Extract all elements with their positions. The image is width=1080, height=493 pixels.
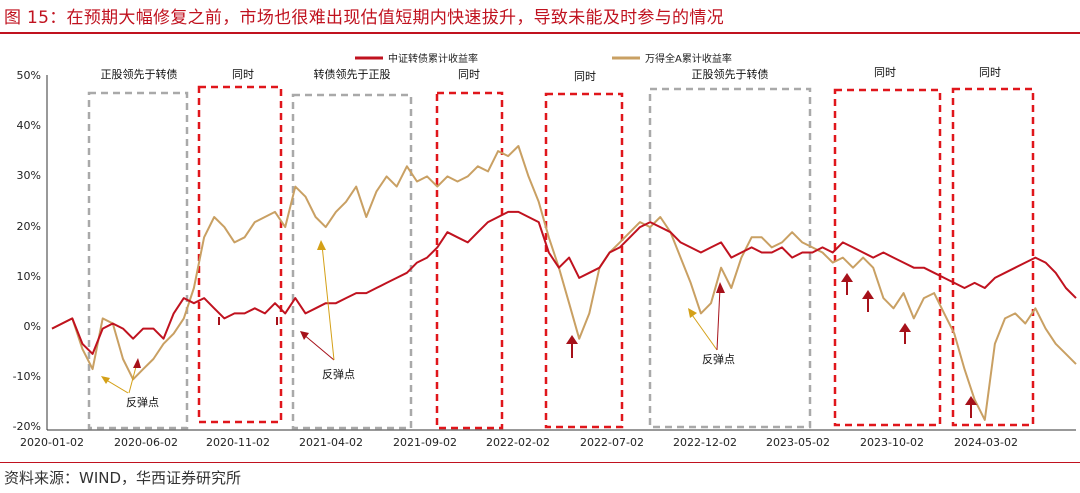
up-arrowhead [566,335,578,344]
up-arrowhead [862,290,874,299]
box-label: 正股领先于转债 [101,67,178,81]
arrow-rebound-3b [716,287,721,351]
box-sync-3 [544,92,624,429]
box-label: 转债领先于正股 [314,67,391,81]
arrowhead-gold [317,240,326,250]
x-axis: 2020-01-02 2020-06-02 2020-11-02 2021-04… [20,429,1076,449]
arrowhead-gold [688,308,697,318]
arrow-rebound-3 [689,311,718,351]
x-tick-label: 2023-10-02 [860,436,924,449]
x-tick-label: 2024-03-02 [954,436,1018,449]
legend-label-convertible: 中证转债累计收益率 [388,52,478,65]
x-tick-label: 2020-01-02 [20,436,84,449]
box-sync-1 [197,85,283,424]
highlight-boxes: 正股领先于转债 同时 转债领先于正股 同时 同时 正股领先于转债 同时 同时 [87,66,1035,430]
box-sync-4 [833,88,942,427]
arrowhead-red [133,358,141,368]
rebound-label: 反弹点 [702,352,735,366]
y-tick-label: -10% [13,370,41,383]
legend-label-wind-a: 万得全A累计收益率 [645,52,732,65]
legend: 中证转债累计收益率 万得全A累计收益率 [355,52,732,65]
box-label: 正股领先于转债 [692,67,769,81]
up-arrowhead [965,396,977,405]
title-divider [0,32,1080,34]
x-tick-label: 2020-11-02 [206,436,270,449]
box-sync-2 [435,91,504,430]
box-label: 同时 [874,66,896,79]
x-tick-label: 2020-06-02 [114,436,178,449]
series-layer [51,145,1077,421]
y-tick-label: 0% [24,320,41,333]
y-tick-label: 40% [17,119,41,132]
box-label: 同时 [979,66,1001,79]
box-label: 同时 [574,70,596,83]
y-tick-label: -20% [13,420,41,433]
box-stock-leads-1 [87,91,189,430]
up-arrowhead [841,273,853,282]
arrowhead-red [300,331,309,340]
x-tick-label: 2022-07-02 [580,436,644,449]
rebound-label: 反弹点 [126,395,159,409]
y-tick-label: 20% [17,220,41,233]
series-line-wind-a [51,145,1077,421]
y-tick-label: 10% [17,270,41,283]
x-tick-label: 2021-04-02 [299,436,363,449]
x-tick-label: 2021-09-02 [393,436,457,449]
box-label: 同时 [232,68,254,81]
y-axis: 50% 40% 30% 20% 10% 0% -10% -20% [13,69,48,433]
x-tick-label: 2022-02-02 [486,436,550,449]
series-line-convertible [51,210,1077,355]
source-divider [0,462,1080,463]
y-tick-label: 30% [17,169,41,182]
arrow-rebound-2 [302,333,335,361]
chart-title: 图 15：在预期大幅修复之前，市场也很难出现估值短期内快速拔升，导致未能及时参与… [4,8,724,28]
x-tick-label: 2023-05-02 [766,436,830,449]
box-bond-leads [291,93,413,430]
box-sync-5 [951,87,1035,427]
rebound-markers: 反弹点 反弹点 反弹点 [101,240,977,418]
y-tick-label: 50% [17,69,41,82]
box-stock-leads-2 [648,87,812,429]
x-tick-label: 2022-12-02 [673,436,737,449]
arrowhead-gold [101,376,110,384]
rebound-label: 反弹点 [322,367,355,381]
up-arrowhead [899,323,911,332]
arrowhead-red [716,282,725,293]
arrow-rebound-2b [321,244,335,361]
source-note: 资料来源：WIND，华西证券研究所 [4,469,242,487]
box-label: 同时 [458,68,480,81]
